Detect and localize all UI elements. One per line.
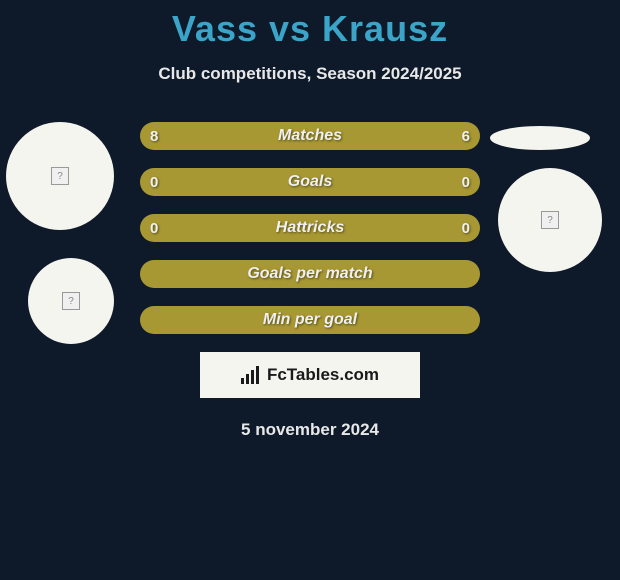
stat-row: 0 Hattricks 0 <box>140 214 480 242</box>
date-text: 5 november 2024 <box>0 420 620 440</box>
attribution-box: FcTables.com <box>200 352 420 398</box>
attribution-logo: FcTables.com <box>241 365 379 385</box>
stat-row: Goals per match <box>140 260 480 288</box>
stat-label: Hattricks <box>276 219 344 237</box>
stat-row: 8 Matches 6 <box>140 122 480 150</box>
player-circle-right: ? <box>498 168 602 272</box>
stat-value-left: 0 <box>150 220 174 237</box>
stat-value-right: 0 <box>446 174 470 191</box>
placeholder-image-icon: ? <box>51 167 69 185</box>
placeholder-image-icon: ? <box>62 292 80 310</box>
attribution-text: FcTables.com <box>267 365 379 385</box>
stat-row: Min per goal <box>140 306 480 334</box>
stat-label: Goals per match <box>247 265 372 283</box>
chart-icon <box>241 366 263 384</box>
stat-label: Min per goal <box>263 311 357 329</box>
stat-value-left: 8 <box>150 128 174 145</box>
placeholder-image-icon: ? <box>541 211 559 229</box>
stat-label: Matches <box>278 127 342 145</box>
stat-row: 0 Goals 0 <box>140 168 480 196</box>
player-ellipse-right-top <box>490 126 590 150</box>
stats-container: 8 Matches 6 0 Goals 0 0 Hattricks 0 Goal… <box>140 122 480 334</box>
stat-label: Goals <box>288 173 332 191</box>
stat-value-left: 0 <box>150 174 174 191</box>
stat-value-right: 0 <box>446 220 470 237</box>
player-circle-left-bottom: ? <box>28 258 114 344</box>
player-circle-left-top: ? <box>6 122 114 230</box>
page-subtitle: Club competitions, Season 2024/2025 <box>0 64 620 84</box>
page-title: Vass vs Krausz <box>0 0 620 50</box>
stat-value-right: 6 <box>446 128 470 145</box>
